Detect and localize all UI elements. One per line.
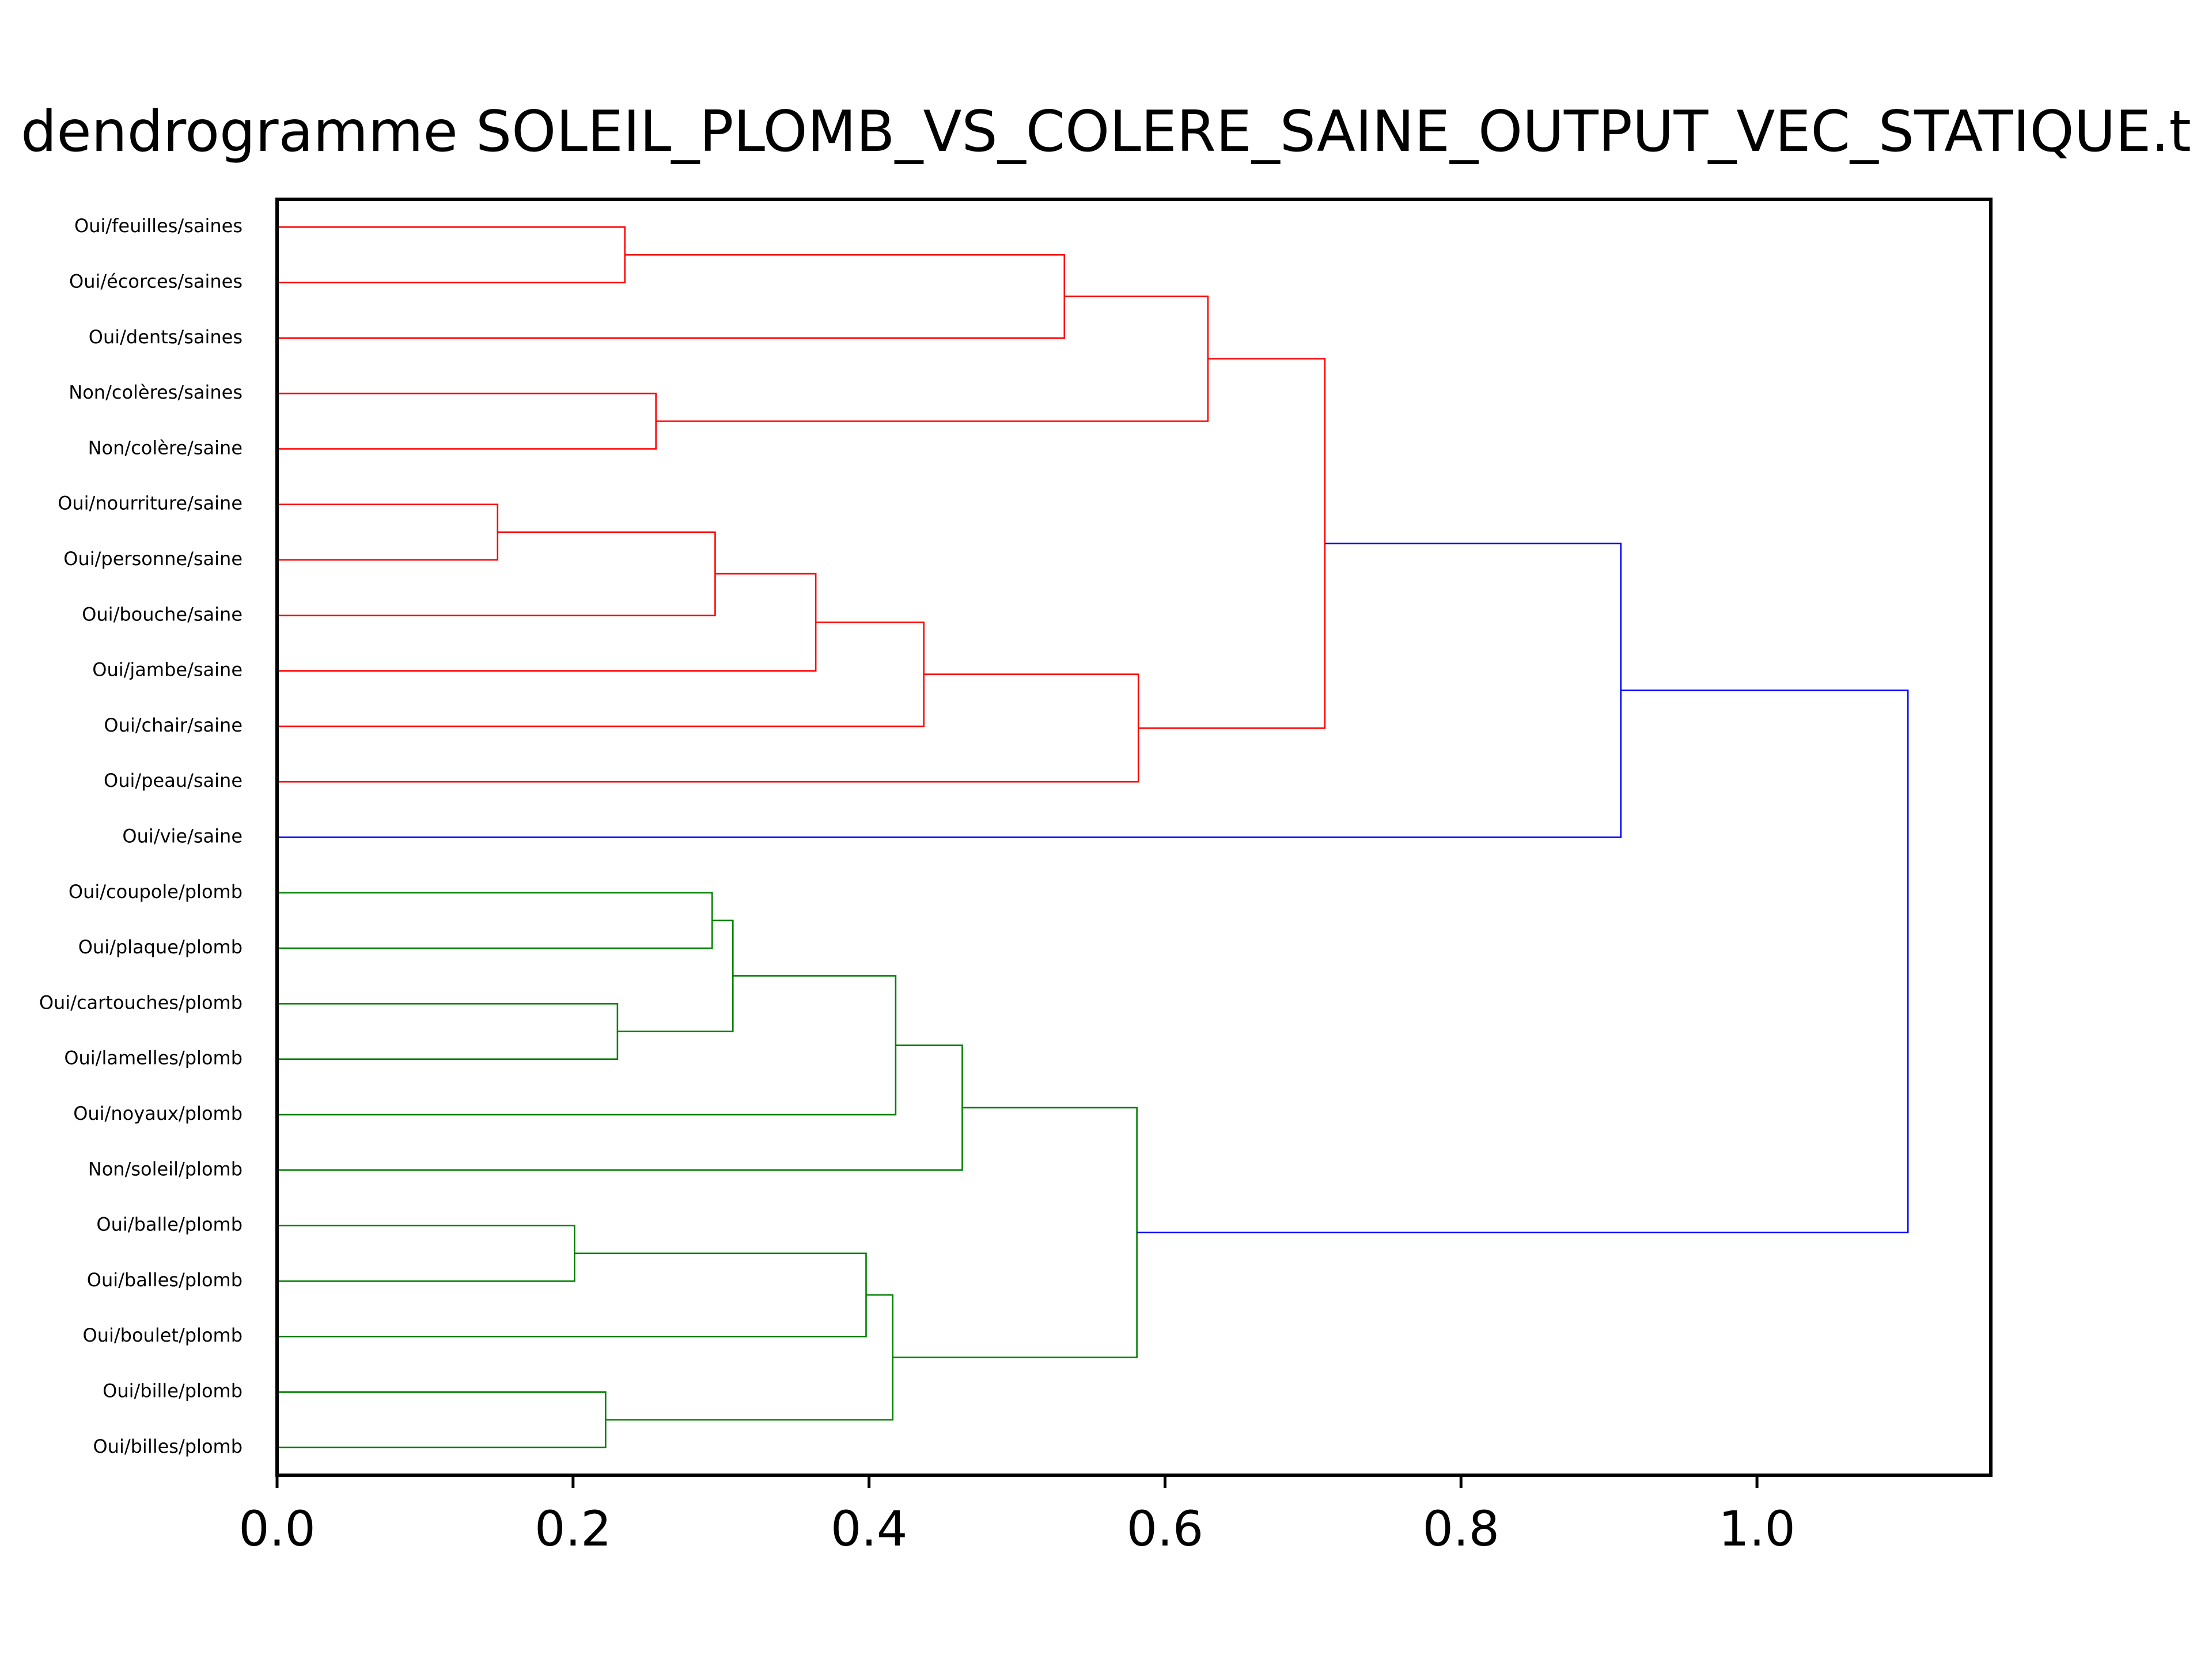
leaf-label: Oui/chair/saine <box>104 714 243 736</box>
leaf-label: Oui/billes/plomb <box>93 1435 243 1457</box>
leaf-label: Oui/balles/plomb <box>87 1269 243 1291</box>
dendrogram-link-m20 <box>605 1294 894 1421</box>
dendrogram-link-m11 <box>277 543 1622 838</box>
dendrogram-link-m16 <box>277 1044 963 1171</box>
leaf-label: Oui/coupole/plomb <box>69 881 243 903</box>
leaf-label: Non/colère/saine <box>88 437 243 459</box>
x-tick-label: 0.8 <box>1422 1501 1499 1557</box>
leaf-label: Oui/nourriture/saine <box>58 493 243 514</box>
leaf-label: Oui/dents/saines <box>89 326 243 348</box>
leaf-label: Oui/écorces/saines <box>69 270 243 292</box>
chart-title: dendrogramme SOLEIL_PLOMB_VS_COLERE_SAIN… <box>21 99 2191 165</box>
dendrogram-link-m4 <box>656 296 1209 422</box>
dendrogram-link-m15 <box>277 975 897 1116</box>
dendrogram-link-m7 <box>277 573 817 672</box>
leaf-label: Oui/personne/saine <box>63 548 243 570</box>
leaf-label: Oui/bille/plomb <box>103 1380 243 1402</box>
dendrogram-links <box>277 226 1909 1449</box>
dendrogram-link-m17 <box>277 1225 575 1282</box>
leaf-label: Oui/balle/plomb <box>96 1214 243 1236</box>
leaf-label: Oui/plaque/plomb <box>78 936 243 958</box>
dendrogram-link-m21 <box>892 1107 1138 1358</box>
dendrogram-link-m18 <box>277 1252 867 1338</box>
plot-frame <box>275 198 1993 1477</box>
leaf-label: Oui/boulet/plomb <box>83 1324 243 1346</box>
dendrogram-link-m8 <box>277 622 925 728</box>
x-tick-label: 0.6 <box>1127 1501 1204 1557</box>
x-tick-label: 0.0 <box>238 1501 316 1557</box>
dendrogram-link-m14 <box>617 919 734 1032</box>
x-axis: 0.0 0.2 0.4 0.6 0.8 1.0 <box>238 1475 1796 1557</box>
leaf-label: Non/soleil/plomb <box>88 1158 243 1180</box>
dendrogram-link-m1 <box>277 226 626 283</box>
leaf-labels: Oui/feuilles/saines Oui/écorces/saines Oui… <box>39 215 243 1457</box>
dendrogram-link-m13 <box>277 1003 619 1060</box>
x-tick-label: 0.4 <box>831 1501 908 1557</box>
dendrogram-link-m22 <box>1137 690 1909 1233</box>
leaf-label: Oui/vie/saine <box>122 825 243 847</box>
x-tick-label: 0.2 <box>535 1501 612 1557</box>
dendrogram-link-m3 <box>277 392 657 450</box>
dendrogram-link-m6 <box>277 531 716 616</box>
dendrogram-link-m5 <box>277 503 499 561</box>
leaf-label: Oui/bouche/saine <box>82 603 243 625</box>
dendrogram-link-m10 <box>1138 358 1326 729</box>
leaf-label: Oui/peau/saine <box>104 770 243 791</box>
leaf-label: Oui/feuilles/saines <box>74 215 243 237</box>
dendrogram-link-m19 <box>277 1391 607 1449</box>
dendrogram-link-m2 <box>277 254 1066 339</box>
leaf-label: Oui/jambe/saine <box>92 659 243 681</box>
x-tick-label: 1.0 <box>1718 1501 1796 1557</box>
leaf-label: Non/colères/saines <box>69 381 243 403</box>
leaf-label: Oui/cartouches/plomb <box>39 991 243 1013</box>
dendrogram-link-m12 <box>277 892 713 949</box>
leaf-label: Oui/noyaux/plomb <box>73 1103 243 1124</box>
dendrogram-link-m9 <box>277 673 1139 783</box>
leaf-label: Oui/lamelles/plomb <box>64 1047 243 1069</box>
